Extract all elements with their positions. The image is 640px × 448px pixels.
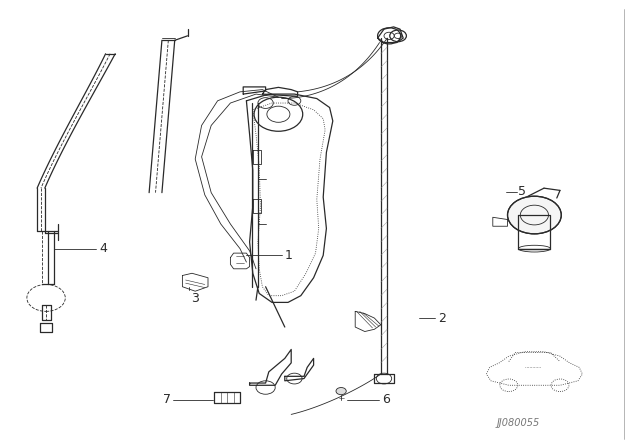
Text: 5: 5: [518, 185, 527, 198]
Text: 3: 3: [191, 292, 198, 305]
Text: 2: 2: [438, 311, 446, 325]
Text: 1: 1: [285, 249, 292, 262]
Text: 4: 4: [99, 242, 107, 255]
Text: 7: 7: [163, 393, 171, 406]
Circle shape: [336, 388, 346, 395]
Text: JJ080055: JJ080055: [497, 418, 540, 428]
Text: 6: 6: [382, 393, 390, 406]
Circle shape: [508, 196, 561, 234]
